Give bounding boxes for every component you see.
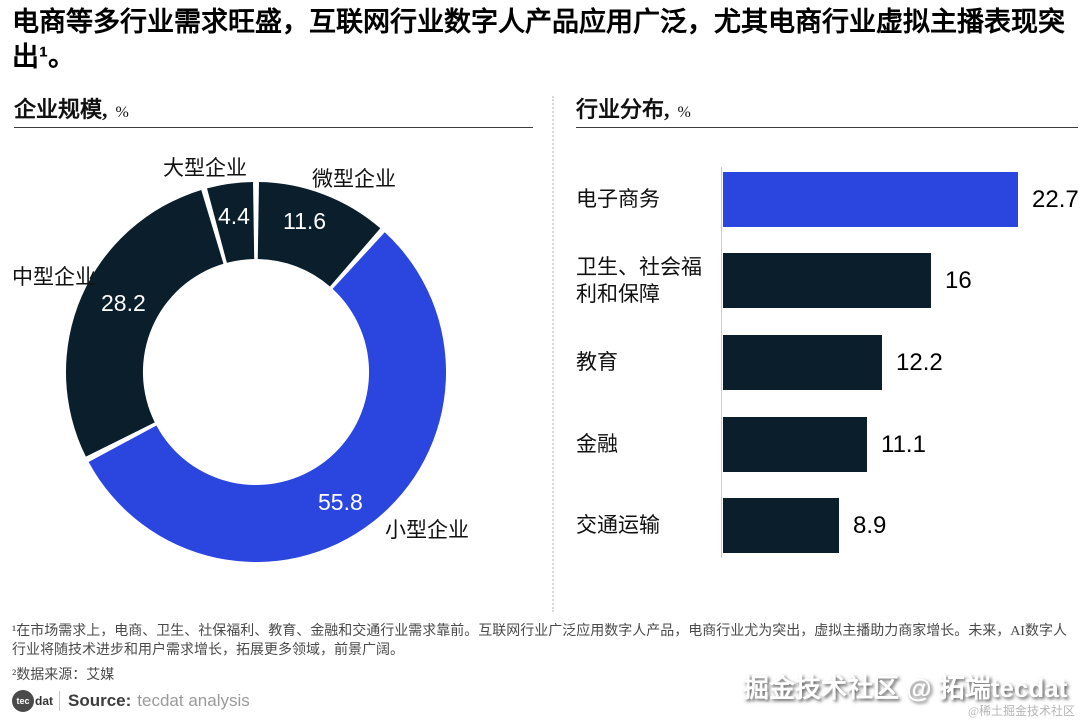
bar-category-label-4: 交通运输 bbox=[576, 513, 660, 537]
donut-label-large-enterprise: 大型企业 bbox=[163, 156, 247, 180]
bar-category-label-3: 金融 bbox=[576, 432, 618, 456]
tecdat-logo-icon: tec bbox=[12, 690, 34, 712]
bar-交通运输 bbox=[723, 498, 839, 553]
bar-category-label-1: 卫生、社会福利和保障 bbox=[576, 254, 702, 306]
source-separator bbox=[59, 691, 60, 711]
left-header-divider bbox=[14, 127, 533, 128]
footnote-1: ¹在市场需求上，电商、卫生、社保福利、教育、金融和交通行业需求靠前。互联网行业广… bbox=[12, 624, 1067, 658]
bar-value-3: 11.1 bbox=[881, 430, 926, 458]
donut-segment-微型企业 bbox=[257, 182, 381, 287]
donut-label-medium-enterprise: 中型企业 bbox=[12, 265, 96, 289]
bar-chart-title: 行业分布, bbox=[576, 97, 670, 122]
bar-金融 bbox=[723, 417, 867, 472]
watermark-large: 掘金技术社区 @ 拓端tecdat bbox=[743, 673, 1068, 703]
bar-value-1: 16 bbox=[945, 266, 972, 294]
donut-chart-unit: % bbox=[115, 104, 129, 121]
bar-chart-axis-line bbox=[721, 167, 722, 558]
donut-chart-header: 企业规模, % bbox=[14, 92, 129, 124]
footnote-2: ²数据来源：艾媒 bbox=[12, 668, 115, 683]
donut-value-large-enterprise: 4.4 bbox=[218, 203, 250, 229]
source-text: tecdat analysis bbox=[137, 691, 250, 710]
donut-segment-大型企业 bbox=[207, 182, 255, 263]
tecdat-logo-text: dat bbox=[35, 694, 53, 708]
panel-dotted-divider bbox=[552, 96, 554, 612]
page-title: 电商等多行业需求旺盛，互联网行业数字人产品应用广泛，尤其电商行业虚拟主播表现突出… bbox=[12, 7, 1065, 72]
donut-chart bbox=[66, 182, 446, 562]
bar-教育 bbox=[723, 335, 882, 390]
bar-chart-header: 行业分布, % bbox=[576, 92, 691, 124]
bar-chart-unit: % bbox=[677, 104, 691, 121]
bar-category-label-0: 电子商务 bbox=[576, 187, 660, 211]
source-label: Source: bbox=[68, 691, 132, 710]
donut-chart-title: 企业规模, bbox=[14, 97, 108, 122]
bar-value-0: 22.7 bbox=[1032, 185, 1079, 213]
bar-value-2: 12.2 bbox=[896, 348, 943, 376]
donut-value-medium-enterprise: 28.2 bbox=[101, 290, 146, 316]
watermark-small: @稀土掘金技术社区 bbox=[968, 704, 1076, 718]
donut-segment-小型企业 bbox=[88, 232, 446, 562]
donut-label-micro-enterprise: 微型企业 bbox=[312, 167, 396, 191]
bar-卫生、社会福利和保障 bbox=[723, 253, 931, 308]
right-header-divider bbox=[576, 127, 1078, 128]
bar-电子商务 bbox=[723, 172, 1018, 227]
donut-value-micro-enterprise: 11.6 bbox=[283, 208, 327, 234]
bar-category-label-2: 教育 bbox=[576, 350, 618, 374]
source-row: tec dat Source: tecdat analysis bbox=[12, 689, 250, 713]
donut-label-small-enterprise: 小型企业 bbox=[385, 518, 469, 542]
donut-value-small-enterprise: 55.8 bbox=[318, 489, 363, 515]
donut-segment-中型企业 bbox=[66, 190, 224, 457]
bar-value-4: 8.9 bbox=[853, 511, 887, 539]
